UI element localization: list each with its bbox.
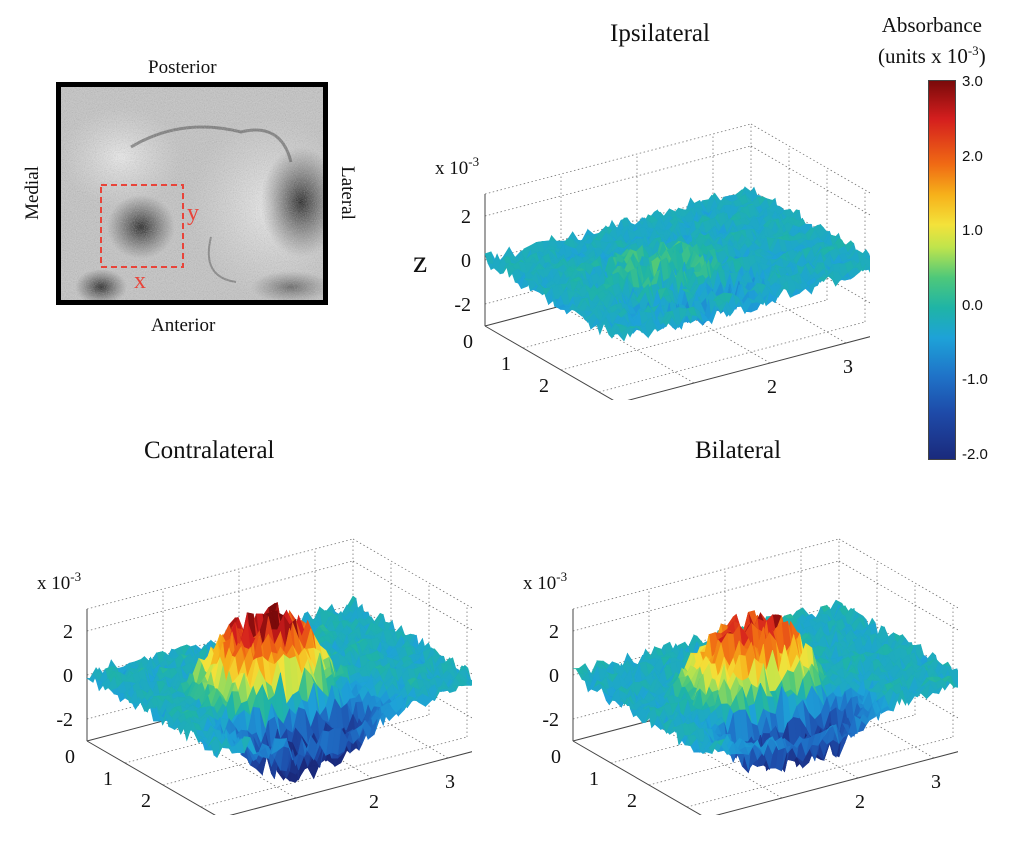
y-tick-label: 1 bbox=[293, 811, 303, 815]
z-tick-label: 0 bbox=[461, 250, 471, 272]
scale-label: x 10-3 bbox=[435, 154, 479, 179]
surface-plot-bilateral: 20-201230123x 10-3 bbox=[523, 538, 958, 815]
roi-box bbox=[100, 184, 184, 268]
z-tick-label: 0 bbox=[549, 665, 559, 687]
z-tick-label: -2 bbox=[56, 709, 73, 731]
x-tick-label: 3 bbox=[665, 812, 675, 815]
z-tick-label: 2 bbox=[461, 206, 471, 228]
y-tick-label: 3 bbox=[843, 356, 853, 378]
surface-plot-contralateral: 20-201230123x 10-3 bbox=[37, 538, 472, 815]
posterior-label: Posterior bbox=[148, 57, 217, 78]
x-tick-label: 2 bbox=[627, 790, 637, 812]
colorbar-title-line1: Absorbance bbox=[881, 13, 982, 37]
chart-title-contralateral: Contralateral bbox=[144, 437, 275, 464]
y-tick-label: 2 bbox=[767, 376, 777, 398]
colorbar-title-line2: (units x 10-3) bbox=[878, 43, 986, 68]
anterior-label: Anterior bbox=[151, 315, 216, 336]
x-tick-label: 2 bbox=[141, 790, 151, 812]
y-tick-label: 1 bbox=[691, 396, 701, 400]
x-tick-label: 3 bbox=[577, 397, 587, 400]
scale-label: x 10-3 bbox=[37, 569, 81, 594]
colorbar-tick: 0.0 bbox=[962, 297, 983, 314]
x-tick-label: 1 bbox=[589, 768, 599, 790]
colorbar-tick: 1.0 bbox=[962, 222, 983, 239]
x-tick-label: 0 bbox=[551, 746, 561, 768]
roi-y-label: y bbox=[187, 200, 199, 226]
z-axis-label: z bbox=[413, 243, 427, 279]
z-tick-label: 0 bbox=[63, 665, 73, 687]
medial-label: Medial bbox=[21, 166, 43, 220]
colorbar-tick: 2.0 bbox=[962, 148, 983, 165]
y-tick-label: 3 bbox=[445, 771, 455, 793]
colorbar bbox=[928, 80, 956, 460]
colorbar-tick: -2.0 bbox=[962, 446, 988, 463]
z-tick-label: -2 bbox=[542, 709, 559, 731]
surface bbox=[85, 595, 472, 784]
colorbar-tick: -1.0 bbox=[962, 371, 988, 388]
z-tick-label: -2 bbox=[454, 294, 471, 316]
z-tick-label: 2 bbox=[63, 621, 73, 643]
x-tick-label: 0 bbox=[65, 746, 75, 768]
chart-title-ipsilateral: Ipsilateral bbox=[610, 20, 710, 47]
y-tick-label: 3 bbox=[931, 771, 941, 793]
x-tick-label: 1 bbox=[501, 353, 511, 375]
x-tick-label: 2 bbox=[539, 375, 549, 397]
lateral-label: Lateral bbox=[336, 166, 358, 220]
x-tick-label: 0 bbox=[463, 331, 473, 353]
y-tick-label: 2 bbox=[369, 791, 379, 813]
optical-image bbox=[56, 82, 328, 305]
z-tick-label: 2 bbox=[549, 621, 559, 643]
surface bbox=[572, 599, 958, 774]
x-tick-label: 3 bbox=[179, 812, 189, 815]
roi-x-label: x bbox=[134, 268, 146, 294]
colorbar-title: Absorbance (units x 10-3) bbox=[878, 12, 986, 69]
chart-title-bilateral: Bilateral bbox=[695, 437, 782, 464]
y-tick-label: 2 bbox=[855, 791, 865, 813]
surface-plot-ipsilateral: 20-201230123x 10-3zxy bbox=[413, 123, 870, 400]
y-tick-label: 1 bbox=[779, 811, 789, 815]
x-tick-label: 1 bbox=[103, 768, 113, 790]
surface bbox=[484, 186, 870, 342]
scale-label: x 10-3 bbox=[523, 569, 567, 594]
colorbar-tick: 3.0 bbox=[962, 73, 983, 90]
